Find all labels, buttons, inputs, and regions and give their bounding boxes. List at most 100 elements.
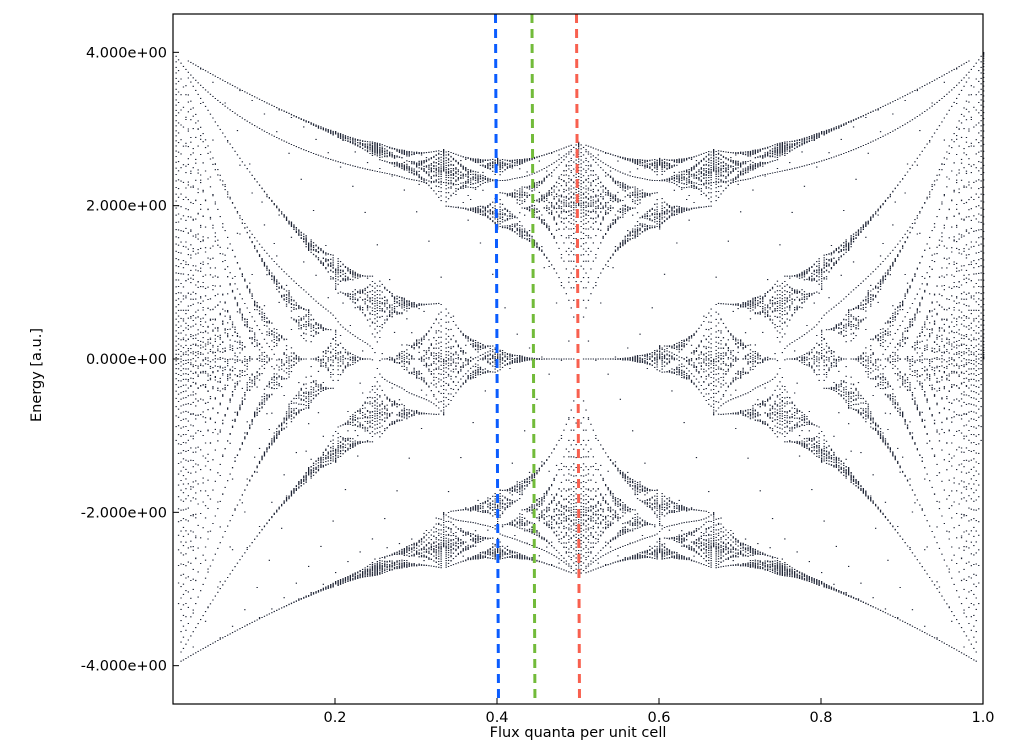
spectrum-column [555,150,558,568]
spectrum-column [904,95,906,623]
spectrum-column [840,124,842,594]
spectrum-column [678,158,680,560]
spectrum-column [239,88,241,630]
spectrum-column [629,158,631,560]
spectrum-column [740,151,742,567]
spectrum-column [553,151,555,567]
spectrum-column [222,79,224,639]
spectrum-column [661,159,663,560]
spectrum-column [516,159,518,559]
spectrum-column [860,116,862,602]
spectrum-column [261,99,263,619]
spectrum-column [332,130,334,588]
spectrum-column [219,78,221,640]
spectrum-column [894,99,896,619]
spectrum-column [671,159,673,559]
spectrum-column [978,59,980,605]
y-tick-label: -4.000e+00 [81,659,167,675]
spectrum-column [354,138,356,580]
spectrum-column [619,156,621,562]
spectrum-column [902,96,904,622]
spectrum-column [801,138,803,580]
spectrum-column [521,158,523,560]
spectrum-column [337,132,339,586]
spectrum-column [278,108,280,610]
spectrum-column [271,104,273,614]
spectrum-column [327,129,329,589]
spectrum-column [639,159,641,559]
spectrum-column [389,146,391,571]
spectrum-column [921,86,923,632]
spectrum-column [570,144,572,574]
spectrum-column [781,142,783,576]
spectrum-column [938,76,941,642]
spectrum-column [875,109,877,609]
spectrum-column [681,158,683,560]
spectrum-column [288,112,290,606]
spectrum-column [749,150,752,568]
spectrum-column [663,158,666,560]
spectrum-column [200,67,202,651]
spectrum-column [300,118,302,600]
spectrum-column [646,159,648,559]
spectrum-column [231,84,234,634]
spectrum-column [303,119,305,599]
spectrum-column [705,151,707,567]
spectrum-column [980,55,982,441]
spectrum-column [926,83,928,635]
spectrum-column [565,146,567,572]
spectrum-column [315,124,317,594]
spectrum-column [605,151,607,567]
spectrum-column [187,60,189,658]
spectrum-column [344,135,347,583]
spectrum-column [587,145,590,573]
spectrum-column [366,141,369,577]
spectrum-column [600,150,602,568]
spectrum-column [519,158,521,560]
spectrum-column [774,144,776,574]
spectrum-column [695,155,698,563]
spectrum-column [963,63,965,655]
spectrum-column [526,158,528,560]
spectrum-column [418,152,420,566]
spectrum-column [489,159,491,559]
spectrum-column [779,142,781,576]
spectrum-column [543,154,545,564]
spectrum-column [234,86,236,632]
spectrum-column [430,151,432,567]
spectrum-column [408,150,410,568]
spectrum-column [273,105,275,613]
spectrum-column [764,147,766,571]
spectrum-column [349,136,351,582]
spectrum-column [352,137,354,581]
spectrum-column [229,83,231,635]
x-tick-label: 1.0 [971,710,994,726]
spectrum-column [803,137,806,581]
spectrum-column [362,140,364,578]
spectrum-column [546,153,548,565]
spectrum-column [818,132,820,586]
spectrum-column [892,101,894,617]
vertical-marker-line [494,13,500,705]
spectrum-column [450,151,452,567]
spectrum-column [651,159,653,559]
spectrum-column [715,150,717,569]
vertical-marker-line [530,13,537,705]
spectrum-column [452,152,455,566]
spectrum-column [823,130,825,588]
spectrum-column [244,91,246,627]
spectrum-column [909,92,911,626]
spectrum-column [339,133,342,585]
spectrum-column [460,155,462,563]
spectrum-column [983,51,985,360]
spectrum-column [320,126,322,592]
spectrum-column [249,93,251,625]
spectrum-column [641,159,644,559]
spectrum-column [227,82,229,636]
spectrum-column [474,158,477,560]
spectrum-column [246,92,248,626]
spectrum-column [435,150,437,568]
spectrum-column [806,136,808,582]
spectrum-column [484,159,486,559]
spectrum-column [767,146,769,571]
